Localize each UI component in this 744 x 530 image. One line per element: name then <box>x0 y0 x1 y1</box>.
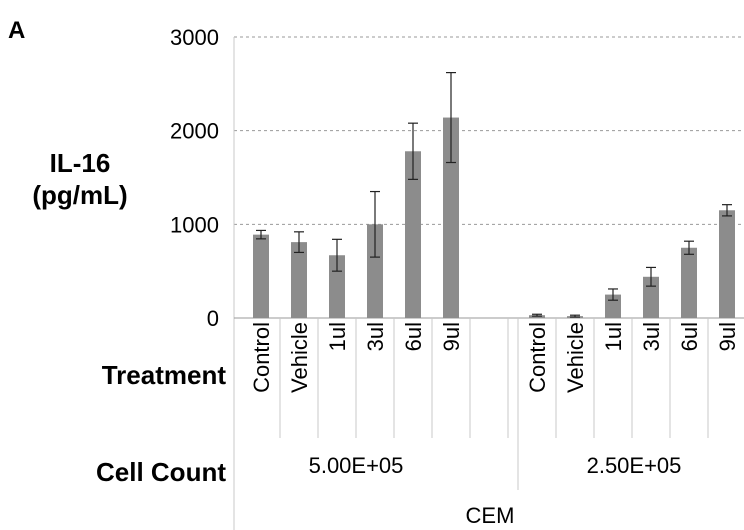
bars <box>253 117 735 318</box>
y-tick-labels: 0 1000 2000 3000 <box>170 25 219 331</box>
category-label: Vehicle <box>287 322 312 393</box>
category-table: 5.00E+05 2.50E+05 <box>279 318 709 490</box>
y-tick-label: 2000 <box>170 119 219 144</box>
cell-count-label: 5.00E+05 <box>309 453 404 478</box>
category-label: 1ul <box>601 322 626 351</box>
category-label: 3ul <box>363 322 388 351</box>
y-axis-label-line1: IL-16 <box>50 148 111 178</box>
category-label: Control <box>525 322 550 393</box>
cell-count-row-label: Cell Count <box>96 457 226 487</box>
category-labels: Control Vehicle 1ul 3ul 6ul 9ul Control Vehicle… <box>249 322 740 393</box>
bar <box>367 224 383 318</box>
y-axis-label-line2: (pg/mL) <box>32 180 127 210</box>
category-label: 6ul <box>401 322 426 351</box>
category-label: 9ul <box>715 322 740 351</box>
bar <box>719 210 735 318</box>
bar <box>681 247 697 318</box>
error-bars <box>256 71 732 318</box>
treatment-row-label: Treatment <box>102 360 227 390</box>
bar <box>291 242 307 318</box>
bar <box>643 276 659 318</box>
y-tick-label: 0 <box>207 306 219 331</box>
bar <box>253 234 269 318</box>
category-label: 9ul <box>439 322 464 351</box>
category-label: 6ul <box>677 322 702 351</box>
y-tick-label: 1000 <box>170 212 219 237</box>
bar <box>405 151 421 318</box>
bar <box>443 117 459 318</box>
category-label: Control <box>249 322 274 393</box>
group-title: CEM <box>466 503 515 528</box>
category-label: Vehicle <box>563 322 588 393</box>
category-label: 3ul <box>639 322 664 351</box>
y-tick-label: 3000 <box>170 25 219 50</box>
cell-count-label: 2.50E+05 <box>587 453 682 478</box>
panel-label: A <box>8 17 25 44</box>
category-label: 1ul <box>325 322 350 351</box>
